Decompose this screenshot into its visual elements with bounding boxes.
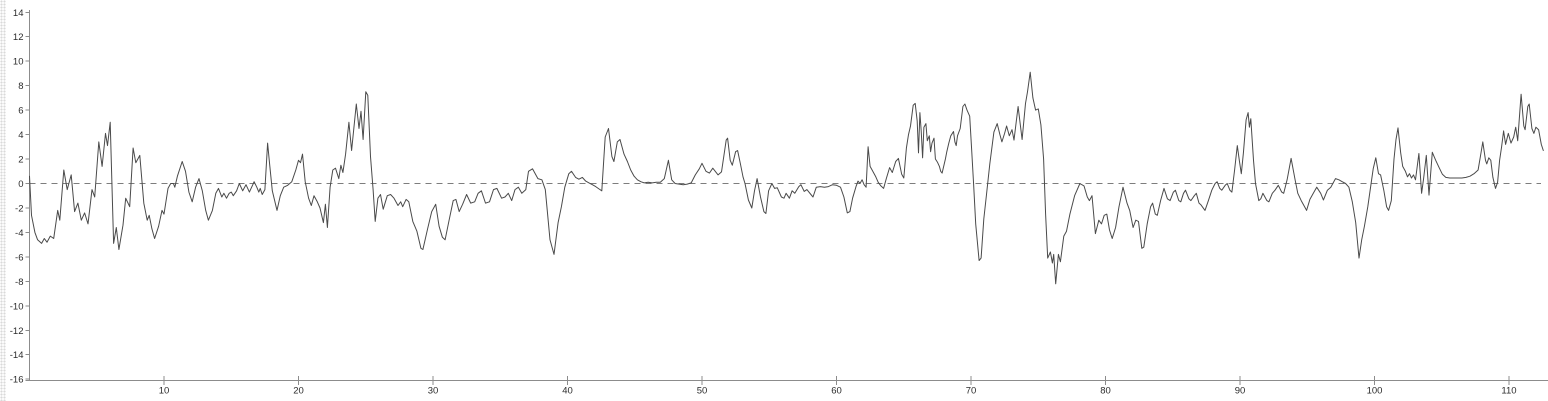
y-tick-label: -14 (10, 350, 24, 361)
y-tick-label: 10 (13, 57, 24, 68)
x-tick-label: 10 (159, 386, 170, 397)
y-tick-label: -2 (15, 203, 23, 214)
y-tick-label: 12 (13, 32, 24, 43)
x-tick-label: 20 (293, 386, 304, 397)
x-tick-label: 60 (831, 386, 842, 397)
y-tick-label: 4 (18, 130, 23, 141)
x-tick-label: 100 (1367, 386, 1383, 397)
x-tick-label: 40 (562, 386, 573, 397)
y-tick-label: 2 (18, 155, 23, 166)
y-tick-label: -16 (10, 375, 24, 386)
y-tick-label: -10 (10, 301, 24, 312)
window-edge-texture (0, 0, 6, 401)
y-tick-label: -12 (10, 326, 24, 337)
y-tick-label: -6 (15, 252, 23, 263)
x-tick-label: 80 (1100, 386, 1111, 397)
y-tick-label: 14 (13, 8, 24, 19)
y-tick-label: 8 (18, 81, 23, 92)
x-tick-label: 70 (966, 386, 977, 397)
y-tick-label: -4 (15, 228, 23, 239)
series-line-residual-series (29, 71, 1544, 285)
x-tick-label: 90 (1235, 386, 1246, 397)
x-tick-label: 50 (697, 386, 708, 397)
y-tick-label: 0 (18, 179, 23, 190)
y-tick-label: -8 (15, 277, 23, 288)
x-tick-label: 30 (428, 386, 439, 397)
x-tick-label: 110 (1501, 386, 1516, 397)
y-tick-label: 6 (18, 106, 23, 117)
